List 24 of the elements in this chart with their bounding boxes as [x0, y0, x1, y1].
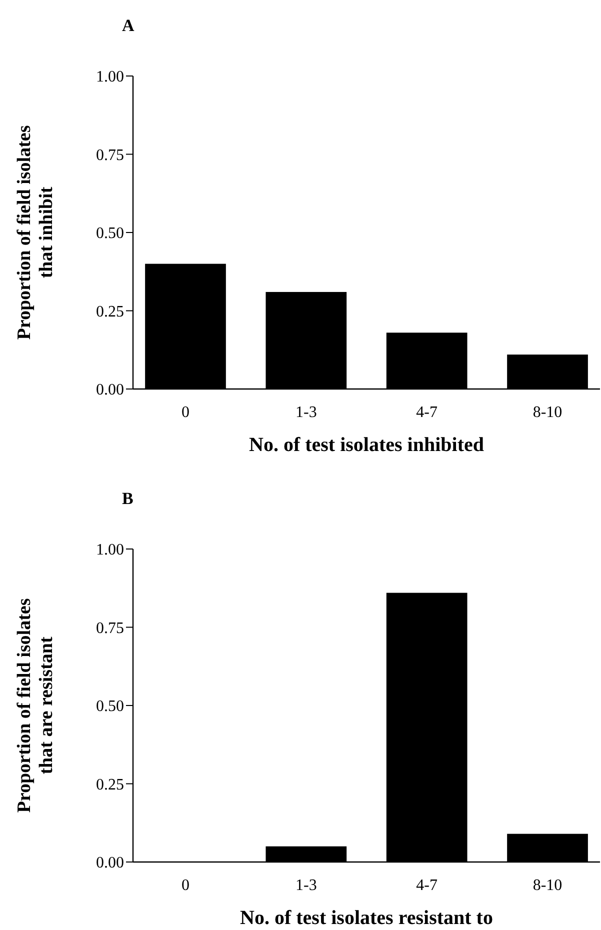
- y-tick-label: 0.50: [96, 698, 124, 716]
- y-tick-label: 0.00: [96, 854, 124, 872]
- y-axis-title: Proportion of field isolates that are resistant: [14, 598, 57, 813]
- y-tick-label: 0.25: [96, 776, 124, 794]
- x-tick-label: 8-10: [532, 877, 562, 894]
- x-tick-label: 0: [181, 877, 190, 894]
- x-tick-label: 4-7: [416, 404, 438, 421]
- y-tick-label: 1.00: [96, 68, 124, 86]
- y-tick-label: 0.75: [96, 146, 124, 164]
- x-tick-label: 0: [181, 404, 190, 421]
- y-tick-label: 0.25: [96, 303, 124, 320]
- chart-title: A: [122, 16, 135, 35]
- y-tick-label: 0.75: [96, 620, 124, 637]
- x-tick-label: 1-3: [296, 404, 317, 421]
- y-axis-title: Proportion of field isolates that inhibit: [14, 125, 57, 340]
- x-tick-label: 4-7: [416, 877, 438, 894]
- y-tick-label: 0.50: [96, 225, 124, 242]
- y-tick-label: 0.00: [96, 382, 124, 399]
- x-tick-label: 1-3: [296, 877, 317, 894]
- x-tick-label: 8-10: [532, 404, 562, 421]
- x-axis-title: No. of test isolates inhibited: [249, 434, 484, 456]
- chart-title: B: [122, 489, 134, 508]
- x-axis-title: No. of test isolates resistant to: [240, 907, 493, 929]
- y-tick-label: 1.00: [96, 542, 124, 559]
